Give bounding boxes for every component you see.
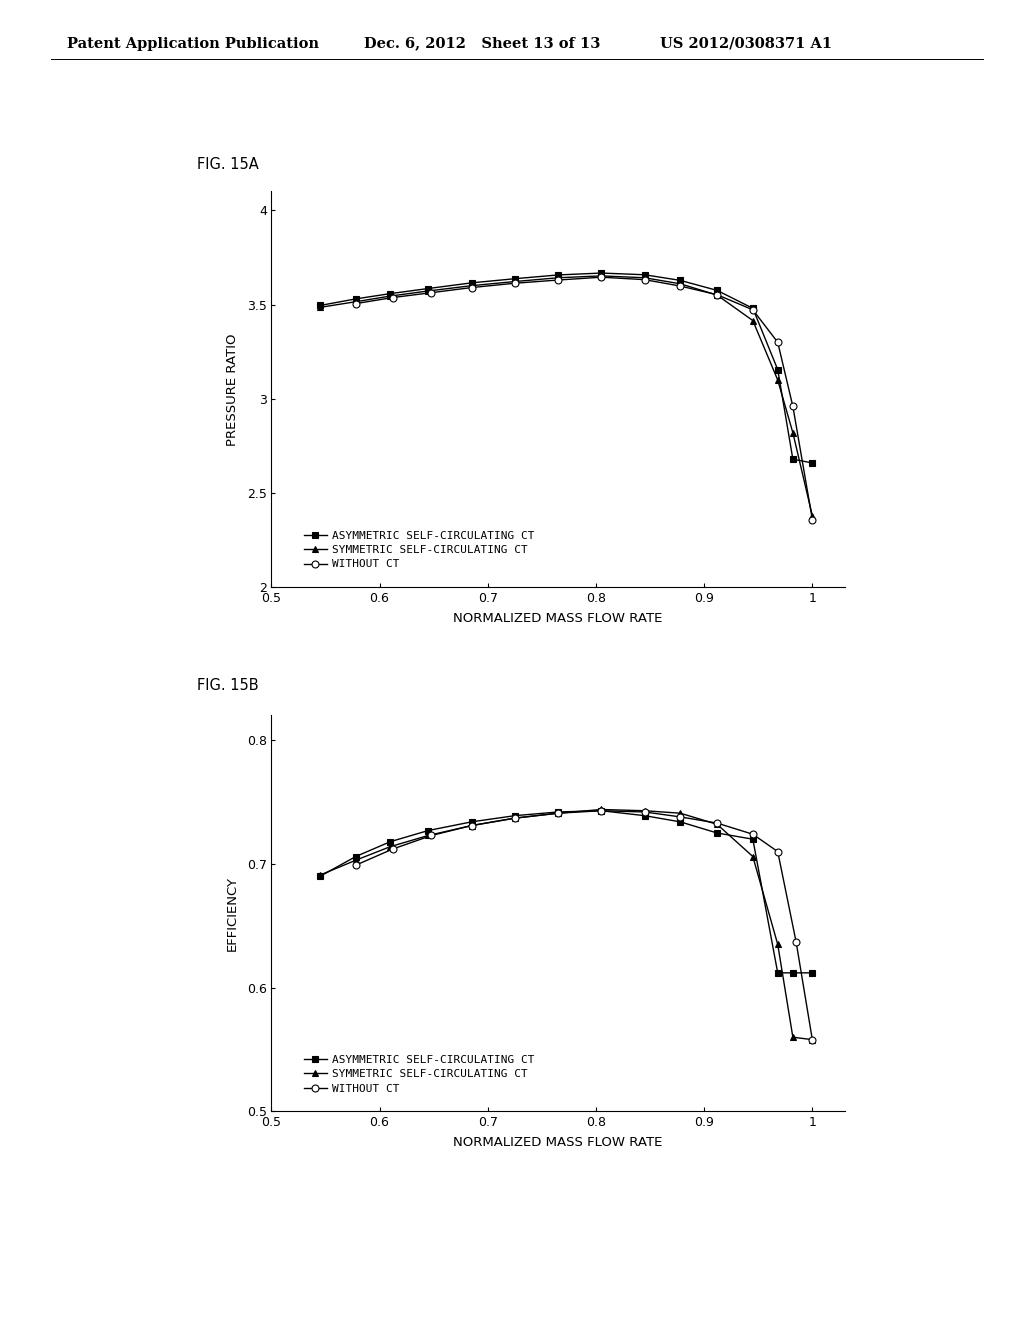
Legend: ASYMMETRIC SELF-CIRCULATING CT, SYMMETRIC SELF-CIRCULATING CT, WITHOUT CT: ASYMMETRIC SELF-CIRCULATING CT, SYMMETRI…: [300, 1051, 539, 1098]
Text: Dec. 6, 2012   Sheet 13 of 13: Dec. 6, 2012 Sheet 13 of 13: [364, 37, 600, 50]
Text: FIG. 15A: FIG. 15A: [197, 157, 258, 172]
Text: Patent Application Publication: Patent Application Publication: [67, 37, 318, 50]
Y-axis label: EFFICIENCY: EFFICIENCY: [226, 876, 239, 950]
Text: US 2012/0308371 A1: US 2012/0308371 A1: [660, 37, 833, 50]
X-axis label: NORMALIZED MASS FLOW RATE: NORMALIZED MASS FLOW RATE: [454, 611, 663, 624]
Legend: ASYMMETRIC SELF-CIRCULATING CT, SYMMETRIC SELF-CIRCULATING CT, WITHOUT CT: ASYMMETRIC SELF-CIRCULATING CT, SYMMETRI…: [300, 527, 539, 574]
Text: FIG. 15B: FIG. 15B: [197, 678, 258, 693]
Y-axis label: PRESSURE RATIO: PRESSURE RATIO: [226, 333, 239, 446]
X-axis label: NORMALIZED MASS FLOW RATE: NORMALIZED MASS FLOW RATE: [454, 1135, 663, 1148]
